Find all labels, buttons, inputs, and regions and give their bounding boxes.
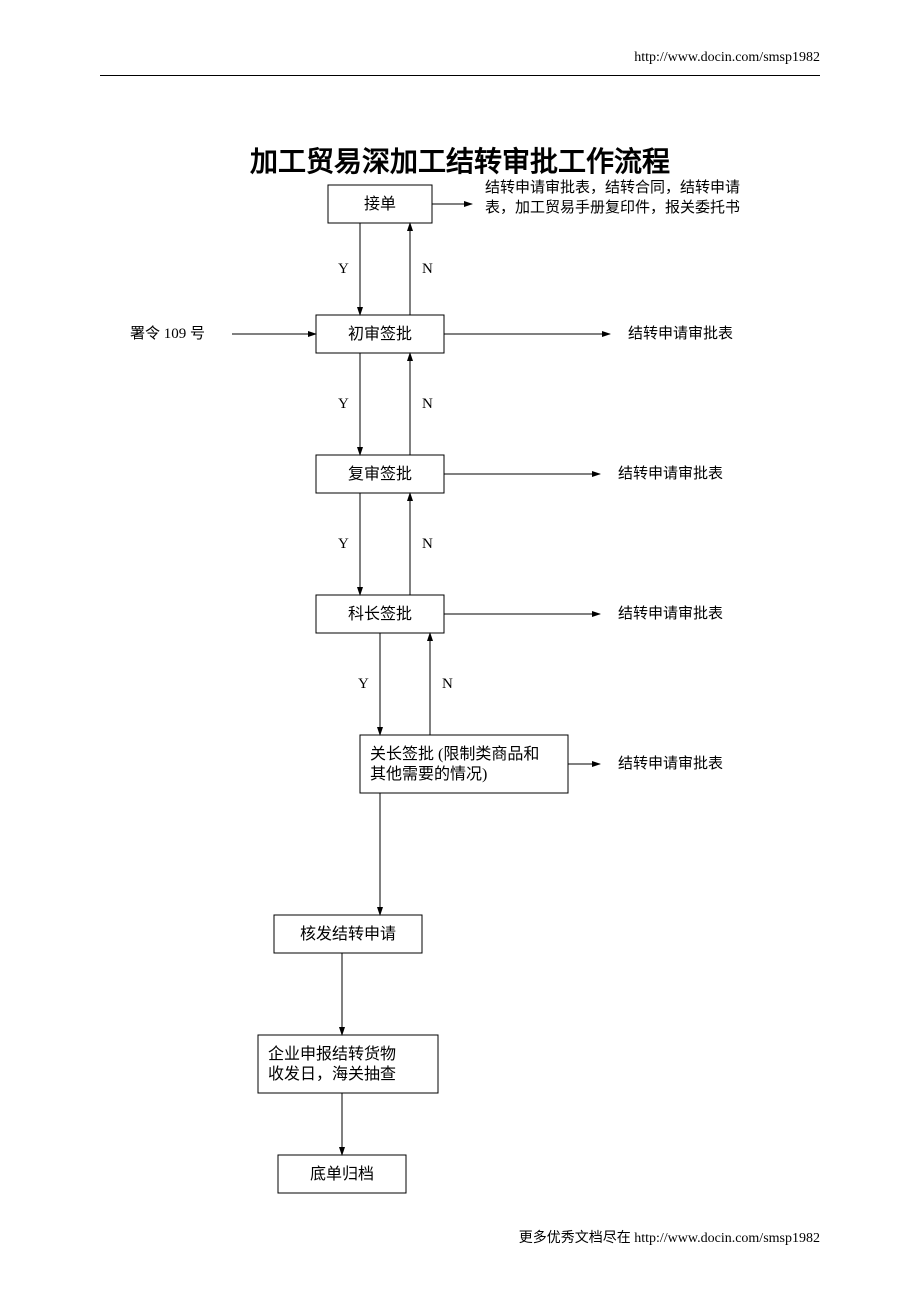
node-label: 关长签批 (限制类商品和: [370, 745, 539, 763]
edge-label-n: N: [422, 536, 433, 552]
flow-node: [360, 735, 568, 793]
edge-label-y: Y: [338, 536, 349, 552]
header-divider: [100, 75, 820, 76]
node-label: 企业申报结转货物: [268, 1045, 396, 1063]
flowchart: 接单初审签批复审签批科长签批关长签批 (限制类商品和其他需要的情况) 核发结转申请…: [0, 175, 920, 1225]
node-label: 科长签批: [348, 605, 412, 623]
edge-label-n: N: [422, 261, 433, 277]
node-label: 核发结转申请: [300, 925, 396, 943]
edge-label-y: Y: [338, 261, 349, 277]
node-label: 收发日，海关抽查: [268, 1065, 396, 1083]
node-label: 接单: [364, 195, 396, 213]
node-label: 其他需要的情况): [370, 765, 487, 783]
output-label: 结转申请审批表: [618, 755, 723, 772]
input-label: 署令 109 号: [130, 325, 205, 342]
node-label: 底单归档: [310, 1165, 374, 1183]
output-label: 结转申请审批表: [618, 465, 723, 482]
node-label: 初审签批: [348, 325, 412, 343]
flow-node: [258, 1035, 438, 1093]
edge-label-y: Y: [338, 396, 349, 412]
header-url: http://www.docin.com/smsp1982: [634, 50, 820, 66]
page-title: 加工贸易深加工结转审批工作流程: [0, 140, 920, 180]
node-label: 复审签批: [348, 465, 412, 483]
output-label: 结转申请审批表，结转合同，结转申请: [485, 179, 740, 196]
output-label: 结转申请审批表: [628, 325, 733, 342]
footer-text: 更多优秀文档尽在 http://www.docin.com/smsp1982: [519, 1227, 820, 1247]
edge-label-n: N: [422, 396, 433, 412]
output-label: 结转申请审批表: [618, 605, 723, 622]
edge-label-n: N: [442, 676, 453, 692]
output-label: 表，加工贸易手册复印件，报关委托书: [485, 198, 740, 216]
flowchart-svg: 接单初审签批复审签批科长签批关长签批 (限制类商品和其他需要的情况) 核发结转申请…: [0, 175, 920, 1225]
edge-label-y: Y: [358, 676, 369, 692]
